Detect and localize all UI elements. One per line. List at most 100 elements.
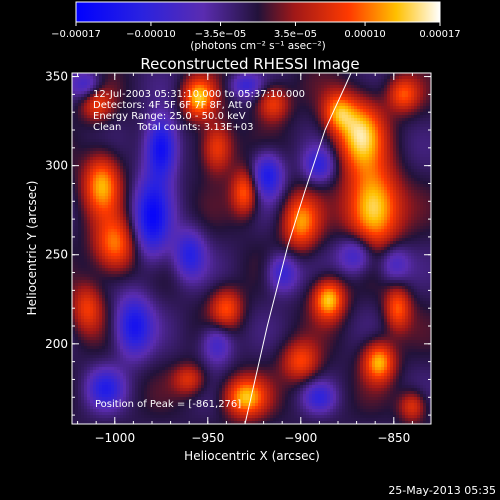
heatmap-cell — [414, 130, 417, 133]
heatmap-cell — [273, 106, 276, 109]
heatmap-cell — [78, 82, 81, 85]
heatmap-cell — [303, 175, 306, 178]
heatmap-cell — [336, 112, 339, 115]
heatmap-cell — [285, 154, 288, 157]
heatmap-cell — [345, 190, 348, 193]
heatmap-cell — [207, 148, 210, 151]
heatmap-cell — [324, 76, 327, 79]
heatmap-cell — [153, 139, 156, 142]
heatmap-cell — [90, 178, 93, 181]
heatmap-cell — [369, 82, 372, 85]
heatmap-cell — [225, 187, 228, 190]
heatmap-cell — [336, 91, 339, 94]
heatmap-cell — [420, 118, 423, 121]
heatmap-cell — [240, 190, 243, 193]
heatmap-cell — [147, 160, 150, 163]
heatmap-cell — [78, 181, 81, 184]
heatmap-cell — [381, 148, 384, 151]
heatmap-cell — [183, 139, 186, 142]
heatmap-cell — [153, 133, 156, 136]
heatmap-cell — [144, 187, 147, 190]
heatmap-cell — [126, 133, 129, 136]
heatmap-cell — [333, 145, 336, 148]
heatmap-cell — [219, 76, 222, 79]
heatmap-cell — [309, 79, 312, 82]
heatmap-cell — [225, 148, 228, 151]
heatmap-cell — [282, 190, 285, 193]
heatmap-cell — [414, 166, 417, 169]
heatmap-cell — [309, 193, 312, 196]
heatmap-cell — [330, 184, 333, 187]
heatmap-cell — [324, 139, 327, 142]
heatmap-cell — [189, 145, 192, 148]
heatmap-cell — [111, 193, 114, 196]
heatmap-cell — [342, 100, 345, 103]
heatmap-cell — [75, 130, 78, 133]
heatmap-cell — [327, 85, 330, 88]
heatmap-cell — [291, 82, 294, 85]
heatmap-cell — [273, 175, 276, 178]
heatmap-cell — [243, 133, 246, 136]
heatmap-cell — [387, 193, 390, 196]
heatmap-cell — [402, 106, 405, 109]
heatmap-cell — [177, 160, 180, 163]
heatmap-cell — [387, 136, 390, 139]
heatmap-cell — [399, 82, 402, 85]
heatmap-cell — [180, 154, 183, 157]
heatmap-cell — [144, 79, 147, 82]
heatmap-cell — [129, 187, 132, 190]
heatmap-cell — [228, 181, 231, 184]
heatmap-cell — [306, 136, 309, 139]
heatmap-cell — [285, 172, 288, 175]
heatmap-cell — [204, 196, 207, 199]
heatmap-cell — [321, 187, 324, 190]
heatmap-cell — [189, 175, 192, 178]
heatmap-cell — [105, 151, 108, 154]
heatmap-cell — [402, 115, 405, 118]
heatmap-cell — [150, 181, 153, 184]
heatmap-cell — [159, 142, 162, 145]
heatmap-cell — [282, 172, 285, 175]
heatmap-cell — [90, 82, 93, 85]
heatmap-cell — [159, 139, 162, 142]
heatmap-cell — [90, 79, 93, 82]
heatmap-cell — [351, 169, 354, 172]
heatmap-cell — [234, 193, 237, 196]
heatmap-cell — [294, 103, 297, 106]
heatmap-cell — [384, 145, 387, 148]
heatmap-cell — [135, 184, 138, 187]
heatmap-cell — [135, 157, 138, 160]
heatmap-cell — [366, 91, 369, 94]
heatmap-cell — [243, 151, 246, 154]
heatmap-cell — [393, 190, 396, 193]
heatmap-cell — [255, 190, 258, 193]
heatmap-cell — [153, 79, 156, 82]
heatmap-cell — [216, 133, 219, 136]
heatmap-cell — [414, 157, 417, 160]
heatmap-cell — [324, 115, 327, 118]
heatmap-cell — [324, 118, 327, 121]
heatmap-cell — [423, 100, 426, 103]
heatmap-cell — [114, 175, 117, 178]
heatmap-cell — [294, 175, 297, 178]
heatmap-cell — [294, 145, 297, 148]
heatmap-cell — [393, 127, 396, 130]
heatmap-cell — [372, 133, 375, 136]
heatmap-cell — [288, 118, 291, 121]
heatmap-cell — [150, 187, 153, 190]
heatmap-cell — [291, 157, 294, 160]
heatmap-cell — [141, 187, 144, 190]
heatmap-cell — [177, 181, 180, 184]
heatmap-cell — [387, 187, 390, 190]
heatmap-cell — [357, 85, 360, 88]
heatmap-cell — [408, 175, 411, 178]
heatmap-cell — [276, 169, 279, 172]
heatmap-cell — [171, 184, 174, 187]
heatmap-cell — [153, 142, 156, 145]
heatmap-cell — [381, 100, 384, 103]
heatmap-cell — [255, 118, 258, 121]
heatmap-cell — [420, 145, 423, 148]
heatmap-cell — [402, 79, 405, 82]
heatmap-cell — [99, 187, 102, 190]
